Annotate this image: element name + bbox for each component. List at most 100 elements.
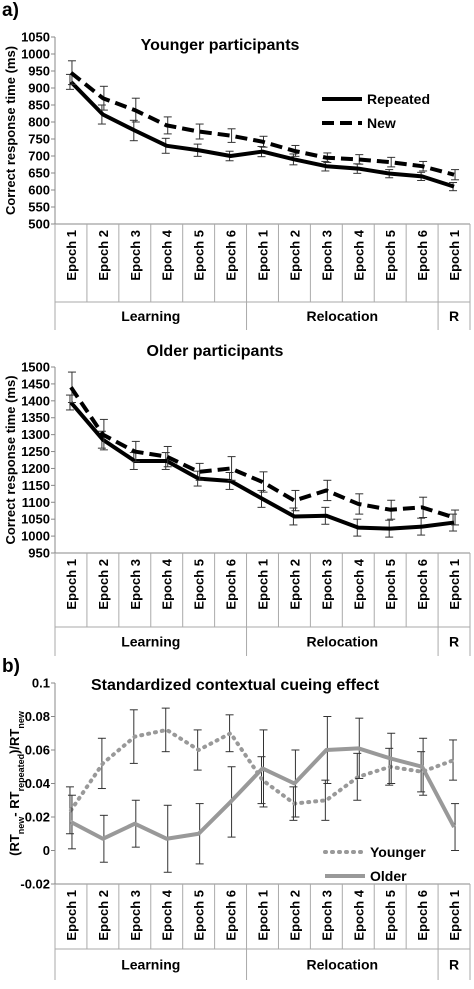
y-tick-label: 1500 — [21, 360, 50, 375]
y-tick-label: 650 — [28, 166, 50, 181]
x-tick-label: Epoch 6 — [415, 559, 430, 610]
y-tick-label: 1100 — [22, 495, 50, 510]
x-tick-label: Epoch 2 — [287, 890, 302, 941]
group-label: R — [449, 634, 459, 650]
x-tick-label: Epoch 4 — [351, 889, 366, 940]
y-tick-label: 1150 — [22, 478, 50, 493]
series-line-younger — [68, 727, 457, 813]
legend-label: Older — [370, 868, 407, 884]
x-tick-label: Epoch 5 — [192, 559, 207, 610]
y-tick-label: 1300 — [21, 427, 50, 442]
x-tick-label: Epoch 6 — [224, 230, 239, 281]
x-tick-label: Epoch 3 — [128, 230, 143, 281]
x-tick-label: Epoch 6 — [415, 230, 430, 281]
chart-title: Younger participants — [141, 37, 300, 54]
y-axis-label: Correct response time (ms) — [3, 375, 18, 544]
chart-title: Older participants — [147, 343, 284, 360]
legend-label: New — [367, 115, 396, 131]
chart-title: Standardized contextual cueing effect — [91, 677, 380, 694]
y-axis-label: Correct response time (ms) — [3, 46, 18, 215]
x-tick-label: Epoch 1 — [256, 559, 271, 610]
x-tick-label: Epoch 2 — [96, 559, 111, 610]
group-label: R — [449, 308, 459, 324]
x-tick-label: Epoch 6 — [415, 890, 430, 941]
x-tick-label: Epoch 5 — [192, 230, 207, 281]
y-tick-label: 0.02 — [25, 810, 50, 825]
y-tick-label: 1250 — [21, 444, 50, 459]
y-tick-label: 1200 — [21, 461, 50, 476]
y-tick-label: 500 — [28, 217, 50, 232]
group-label: Learning — [121, 308, 180, 324]
x-tick-label: Epoch 1 — [447, 890, 462, 941]
y-tick-label: -0.02 — [20, 877, 50, 892]
series-line-repeated — [69, 80, 455, 189]
y-tick-label: 0 — [43, 843, 50, 858]
y-tick-label: 550 — [28, 200, 50, 215]
x-tick-label: Epoch 5 — [192, 890, 207, 941]
x-tick-label: Epoch 4 — [160, 558, 175, 609]
group-label: Relocation — [307, 308, 379, 324]
y-label-subscript: new — [16, 710, 26, 729]
x-tick-label: Epoch 6 — [224, 559, 239, 610]
series-line-older — [70, 746, 456, 841]
x-tick-label: Epoch 2 — [96, 890, 111, 941]
x-tick-label: Epoch 1 — [64, 890, 79, 941]
x-tick-label: Epoch 1 — [447, 230, 462, 281]
y-tick-label: 950 — [28, 546, 50, 561]
x-tick-label: Epoch 2 — [287, 230, 302, 281]
y-tick-label: 1350 — [21, 410, 50, 425]
y-tick-label: 950 — [28, 64, 50, 79]
x-tick-label: Epoch 1 — [256, 230, 271, 281]
y-tick-label: 600 — [28, 183, 50, 198]
y-tick-label: 850 — [28, 98, 50, 113]
y-tick-label: 0.1 — [32, 676, 50, 691]
x-tick-label: Epoch 4 — [160, 889, 175, 940]
x-tick-label: Epoch 1 — [64, 230, 79, 281]
chart-panel-2: Older participants 950 1000 1050 1100 1150 120… — [3, 343, 471, 656]
y-tick-label: 0.04 — [25, 776, 51, 791]
y-tick-label: 700 — [28, 149, 50, 164]
y-tick-label: 1450 — [21, 376, 50, 391]
y-tick-label: 1400 — [21, 393, 50, 408]
y-tick-label: 750 — [28, 132, 50, 147]
x-tick-label: Epoch 3 — [128, 559, 143, 610]
panel-label: a) — [2, 0, 19, 21]
y-label-part: (RT — [7, 834, 22, 856]
x-tick-label: Epoch 2 — [96, 230, 111, 281]
y-axis-label: (RTnew- RTrepeated)/RTnew — [7, 710, 26, 856]
group-label: R — [449, 957, 459, 973]
y-tick-label: 1050 — [21, 512, 50, 527]
x-tick-label: Epoch 6 — [224, 890, 239, 941]
x-tick-label: Epoch 1 — [256, 890, 271, 941]
group-label: Learning — [121, 957, 180, 973]
x-tick-label: Epoch 4 — [351, 558, 366, 609]
chart-panel-3: b) Standardized contextual cueing effect -… — [2, 656, 471, 980]
y-tick-label: 900 — [28, 81, 50, 96]
y-tick-label: 800 — [28, 115, 50, 130]
y-label-part: - RT — [7, 791, 22, 816]
x-tick-label: Epoch 1 — [64, 559, 79, 610]
series-line-new — [69, 71, 455, 177]
y-tick-label: 1000 — [21, 47, 50, 62]
group-label: Relocation — [307, 634, 379, 650]
x-tick-label: Epoch 2 — [287, 559, 302, 610]
x-tick-label: Epoch 3 — [319, 890, 334, 941]
y-label-part: )/RT — [7, 729, 22, 754]
x-tick-label: Epoch 5 — [383, 230, 398, 281]
series-line-new — [69, 386, 455, 520]
x-tick-label: Epoch 3 — [319, 230, 334, 281]
x-tick-label: Epoch 4 — [351, 229, 366, 280]
x-tick-label: Epoch 5 — [383, 890, 398, 941]
x-tick-label: Epoch 4 — [160, 229, 175, 280]
x-tick-label: Epoch 1 — [447, 559, 462, 610]
y-tick-label: 0.06 — [25, 743, 50, 758]
y-label-subscript: new — [16, 816, 26, 835]
series-line-repeated — [69, 401, 455, 531]
legend-label: Younger — [370, 844, 426, 860]
x-tick-label: Epoch 3 — [319, 559, 334, 610]
legend-label: Repeated — [367, 91, 430, 107]
y-tick-label: 1050 — [21, 30, 50, 45]
group-label: Relocation — [307, 957, 379, 973]
y-label-subscript: repeated — [16, 754, 26, 792]
